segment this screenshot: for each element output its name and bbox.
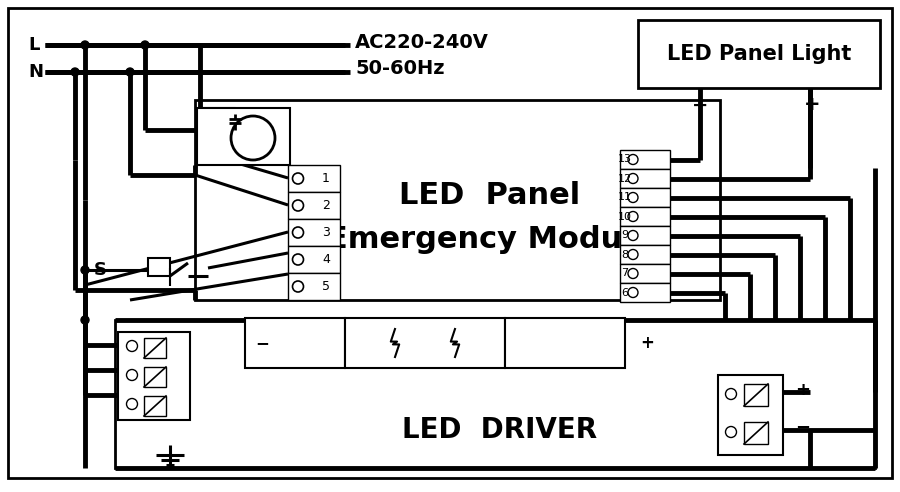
Text: 13: 13 (618, 154, 632, 164)
Circle shape (628, 249, 638, 259)
Text: +: + (795, 381, 810, 399)
Circle shape (292, 173, 303, 184)
Circle shape (126, 68, 134, 76)
Text: 6: 6 (622, 287, 628, 298)
Bar (744, 384, 768, 406)
Bar (144, 338, 166, 358)
Bar (115, 320, 875, 468)
Bar (620, 188, 670, 207)
Circle shape (628, 269, 638, 278)
Circle shape (628, 192, 638, 203)
Text: Emergency Module: Emergency Module (327, 225, 653, 254)
Bar (118, 332, 190, 420)
Circle shape (81, 41, 89, 49)
Bar (505, 318, 625, 368)
Bar (288, 273, 340, 300)
Circle shape (127, 340, 138, 351)
Circle shape (127, 369, 138, 380)
Circle shape (628, 287, 638, 298)
Text: −: − (795, 419, 810, 437)
Text: 7: 7 (621, 269, 628, 278)
Bar (144, 367, 166, 387)
Bar (245, 318, 345, 368)
Bar (288, 219, 340, 246)
Bar (620, 245, 670, 264)
Circle shape (725, 389, 736, 400)
Bar (620, 226, 670, 245)
Text: +: + (640, 334, 654, 352)
Text: 4: 4 (322, 253, 330, 266)
Circle shape (292, 200, 303, 211)
Text: AC220-240V: AC220-240V (355, 32, 489, 52)
Bar (288, 165, 340, 192)
Circle shape (292, 281, 303, 292)
Text: −: − (692, 95, 708, 115)
Text: LED Panel Light: LED Panel Light (667, 44, 851, 64)
Circle shape (292, 227, 303, 238)
Text: 5: 5 (322, 280, 330, 293)
Circle shape (81, 316, 89, 324)
Circle shape (292, 254, 303, 265)
Bar (345, 318, 505, 368)
Text: N: N (28, 63, 43, 81)
Text: 12: 12 (618, 174, 632, 184)
Bar (620, 150, 670, 169)
Circle shape (628, 174, 638, 184)
Bar (744, 422, 768, 444)
Bar (197, 108, 290, 165)
Text: L: L (28, 36, 40, 54)
Bar (288, 246, 340, 273)
Bar (620, 264, 670, 283)
Text: 11: 11 (618, 192, 632, 203)
Text: S: S (94, 261, 106, 279)
Circle shape (628, 230, 638, 241)
Bar (144, 396, 166, 416)
Bar (620, 207, 670, 226)
Bar (195, 100, 720, 300)
Circle shape (628, 212, 638, 221)
Text: 10: 10 (618, 212, 632, 221)
Bar (638, 20, 880, 88)
Text: LED  Panel: LED Panel (400, 181, 580, 210)
Bar (620, 283, 670, 302)
Bar (718, 375, 783, 455)
Bar (620, 169, 670, 188)
Text: 8: 8 (621, 249, 628, 259)
Text: −: − (255, 334, 269, 352)
Bar (148, 258, 170, 276)
Text: 50-60Hz: 50-60Hz (355, 59, 445, 78)
Circle shape (127, 399, 138, 409)
Circle shape (71, 68, 79, 76)
Circle shape (81, 266, 89, 274)
Bar (288, 192, 340, 219)
Text: LED  DRIVER: LED DRIVER (402, 416, 598, 444)
Circle shape (628, 154, 638, 164)
Text: 3: 3 (322, 226, 330, 239)
Circle shape (231, 116, 275, 160)
Text: 1: 1 (322, 172, 330, 185)
Text: 2: 2 (322, 199, 330, 212)
Text: +: + (804, 95, 820, 115)
Text: 9: 9 (621, 230, 628, 241)
Circle shape (725, 427, 736, 437)
Circle shape (141, 41, 149, 49)
